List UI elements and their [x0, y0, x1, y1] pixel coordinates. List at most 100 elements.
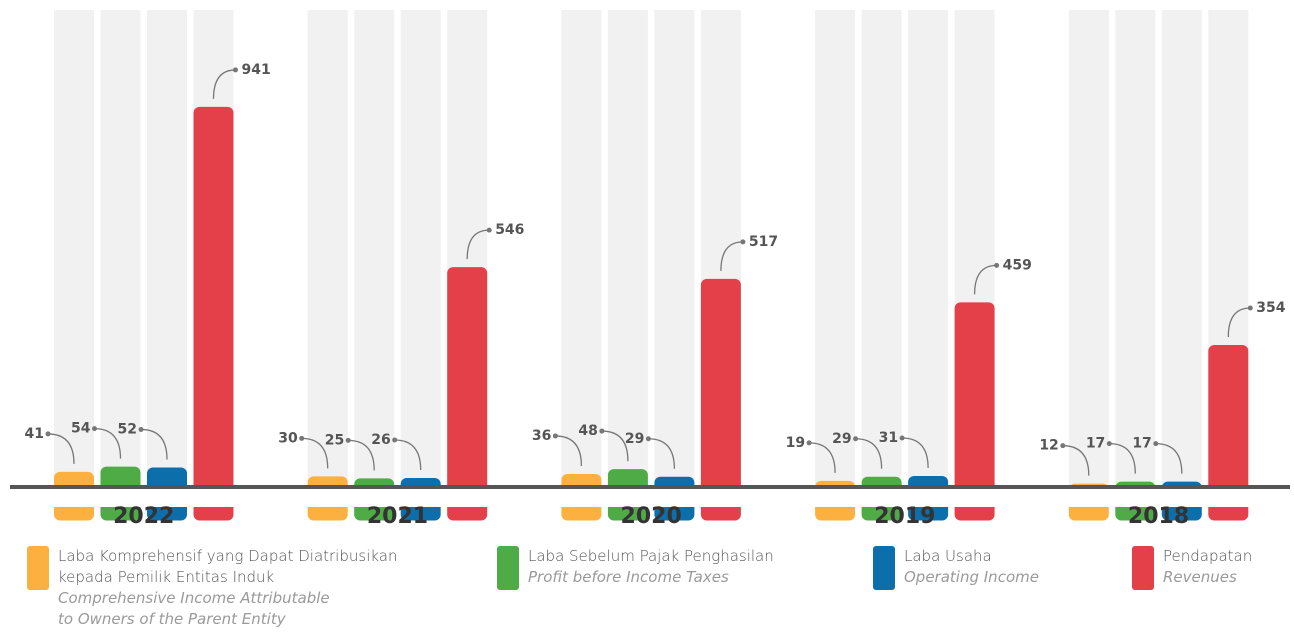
value-label: 941: [242, 62, 271, 78]
value-label: 41: [25, 426, 44, 442]
category-label: 2022: [113, 504, 174, 529]
legend-text: Laba Sebelum Pajak Penghasilan Profit bef…: [528, 546, 774, 590]
background-column: [607, 10, 648, 487]
leader-dot: [392, 437, 398, 443]
leader-line: [466, 229, 490, 260]
leader-dot: [599, 428, 605, 434]
value-label: 517: [749, 234, 778, 250]
background-column: [54, 10, 94, 487]
bar: [193, 106, 234, 521]
leader-dot: [740, 239, 746, 245]
value-label: 52: [118, 421, 137, 437]
leader-dot: [299, 435, 305, 441]
value-label: 29: [832, 431, 851, 447]
value-label: 31: [879, 430, 898, 446]
legend-name: Laba Usaha: [904, 547, 992, 565]
value-label: 29: [625, 431, 644, 447]
bar: [954, 302, 995, 521]
legend-name-en: Revenues: [1163, 568, 1237, 586]
leader-dot: [899, 435, 905, 441]
background-column: [1115, 10, 1156, 487]
leader-dot: [1060, 443, 1066, 449]
background-column: [908, 10, 949, 487]
leader-line: [902, 437, 929, 468]
background-column: [654, 10, 695, 487]
legend-item: Laba Komprehensif yang Dapat Diatribusik…: [27, 546, 407, 630]
leader-line: [720, 241, 743, 271]
value-label: 48: [578, 423, 597, 439]
legend-swatch: [873, 546, 895, 590]
leader-line: [348, 439, 375, 471]
bar: [447, 267, 488, 521]
category-label: 2021: [367, 504, 428, 529]
legend-name-en: Comprehensive Income Attributable to Own…: [58, 589, 330, 628]
background-column: [861, 10, 902, 487]
leader-dot: [645, 436, 651, 442]
legend-name: Laba Sebelum Pajak Penghasilan: [528, 547, 774, 565]
value-label: 12: [1039, 438, 1058, 454]
legend-name: Pendapatan: [1163, 547, 1253, 565]
leader-dot: [138, 426, 144, 432]
value-label: 17: [1132, 436, 1151, 452]
legend-name-en: Profit before Income Taxes: [528, 568, 729, 586]
background-column: [815, 10, 856, 487]
bar: [700, 278, 741, 521]
background-column: [307, 10, 348, 487]
leader-line: [648, 438, 676, 469]
legend-text: Pendapatan Revenues: [1163, 546, 1252, 590]
leader-dot: [1247, 305, 1253, 311]
baseline-cover: [0, 487, 1294, 507]
value-label: 54: [71, 421, 91, 437]
leader-line: [809, 442, 836, 473]
leader-dot: [92, 426, 97, 432]
leader-dot: [1153, 441, 1159, 447]
plot: 41 54 52 941 30 25 26 546 36 48 29 517 19 29 31 459 12 17…: [0, 10, 1294, 529]
legend-text: Laba Usaha Operating Income: [904, 546, 1039, 590]
value-label: 459: [1003, 257, 1032, 273]
leader-line: [301, 437, 329, 469]
leader-line: [601, 430, 629, 462]
background-column: [400, 10, 441, 487]
leader-line: [94, 427, 122, 459]
leader-line: [212, 69, 236, 99]
leader-dot: [806, 440, 812, 446]
background-column: [1161, 10, 1202, 487]
background-column: [1068, 10, 1109, 487]
legend-swatch: [497, 546, 519, 590]
value-label: 19: [786, 435, 805, 451]
leader-line: [1227, 307, 1251, 337]
leader-dot: [552, 433, 558, 439]
leader-line: [1062, 445, 1090, 476]
value-label: 30: [278, 430, 298, 446]
legend-name: Laba Komprehensif yang Dapat Diatribusik…: [58, 547, 398, 586]
leader-line: [1155, 443, 1183, 474]
legend-item: Pendapatan Revenues: [1132, 546, 1282, 590]
leader-line: [394, 439, 422, 471]
leader-dot: [233, 67, 238, 73]
legend-swatch: [1132, 546, 1154, 590]
leader-line: [1109, 443, 1136, 474]
category-label: 2018: [1128, 504, 1189, 529]
leader-line: [855, 438, 883, 469]
leader-dot: [345, 437, 351, 443]
legend-name-en: Operating Income: [904, 568, 1039, 586]
background-column: [354, 10, 395, 487]
legend-item: Laba Usaha Operating Income: [873, 546, 1093, 590]
value-label: 26: [371, 432, 390, 448]
value-label: 546: [495, 222, 524, 238]
leader-line: [140, 428, 168, 460]
category-label: 2019: [874, 504, 935, 529]
value-label: 17: [1086, 436, 1105, 452]
leader-dot: [486, 227, 492, 233]
value-label: 354: [1256, 300, 1285, 316]
leader-line: [973, 264, 997, 295]
leader-dot: [994, 262, 1000, 268]
value-label: 36: [532, 428, 551, 444]
background-column: [561, 10, 602, 487]
value-label: 25: [325, 432, 344, 448]
category-label: 2020: [621, 504, 682, 529]
legend-item: Laba Sebelum Pajak Penghasilan Profit bef…: [497, 546, 827, 590]
leader-dot: [853, 436, 859, 442]
background-column: [147, 10, 187, 487]
